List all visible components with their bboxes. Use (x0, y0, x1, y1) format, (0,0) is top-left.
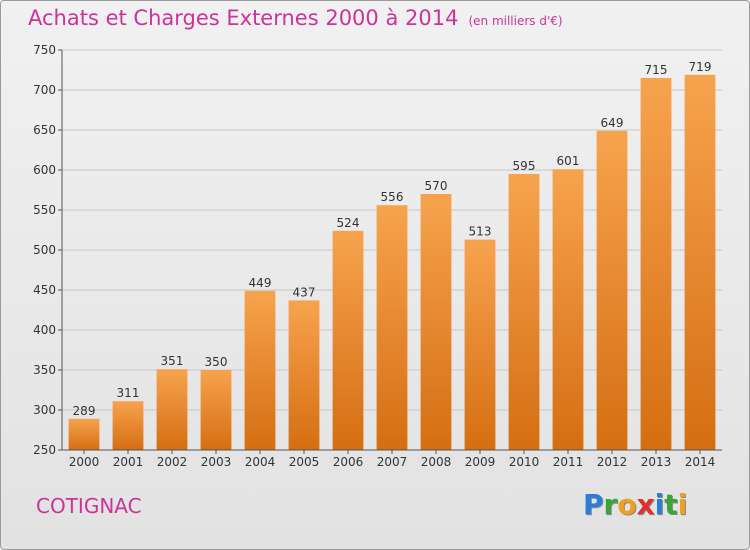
bar (464, 239, 496, 450)
bar (420, 194, 452, 450)
x-tick-label: 2002 (157, 455, 188, 469)
bar-value-label: 715 (645, 63, 668, 77)
bar (112, 401, 144, 450)
chart-unit: (en milliers d'€) (468, 14, 563, 28)
bar-value-label: 556 (381, 190, 404, 204)
x-tick-label: 2006 (333, 455, 364, 469)
bar-value-label: 524 (337, 216, 360, 230)
bar-value-label: 289 (73, 404, 96, 418)
bar-value-label: 437 (293, 285, 316, 299)
x-tick-label: 2004 (245, 455, 276, 469)
bar (596, 130, 628, 451)
x-tick-label: 2014 (685, 455, 716, 469)
bar-value-label: 513 (469, 225, 492, 239)
bar (156, 369, 188, 450)
x-tick-label: 2000 (69, 455, 100, 469)
y-tick-label: 400 (33, 323, 56, 337)
x-tick-label: 2010 (509, 455, 540, 469)
bar-value-label: 351 (161, 354, 184, 368)
bar-value-label: 311 (117, 386, 140, 400)
logo-letter: o (617, 488, 637, 521)
bar-value-label: 719 (689, 60, 712, 74)
bar (376, 205, 408, 450)
x-tick-label: 2003 (201, 455, 232, 469)
x-tick-label: 2007 (377, 455, 408, 469)
y-tick-label: 750 (33, 43, 56, 57)
x-tick-label: 2001 (113, 455, 144, 469)
logo-letter: x (636, 488, 655, 521)
x-tick-label: 2009 (465, 455, 496, 469)
bar-value-label: 595 (513, 159, 536, 173)
proxiti-logo[interactable]: Proxiti (583, 488, 687, 521)
x-tick-label: 2008 (421, 455, 452, 469)
y-tick-label: 650 (33, 123, 56, 137)
y-tick-label: 550 (33, 203, 56, 217)
y-tick-label: 250 (33, 443, 56, 457)
bar (288, 300, 320, 450)
x-tick-label: 2013 (641, 455, 672, 469)
y-tick-label: 350 (33, 363, 56, 377)
x-tick-label: 2005 (289, 455, 320, 469)
bar (640, 78, 672, 450)
y-tick-label: 700 (33, 83, 56, 97)
commune-name: COTIGNAC (36, 494, 142, 518)
chart-title: Achats et Charges Externes 2000 à 2014 (e… (28, 6, 563, 30)
logo-letter: r (603, 488, 618, 521)
bar (68, 418, 100, 450)
logo-letter: i (654, 488, 665, 521)
bar (244, 290, 276, 450)
bar (332, 230, 364, 450)
bar (684, 74, 716, 451)
y-tick-label: 300 (33, 403, 56, 417)
bar (552, 169, 584, 450)
y-tick-label: 600 (33, 163, 56, 177)
bar (508, 174, 540, 450)
bar-value-label: 649 (601, 116, 624, 130)
y-tick-label: 500 (33, 243, 56, 257)
bar-value-label: 570 (425, 179, 448, 193)
y-tick-label: 450 (33, 283, 56, 297)
bar-value-label: 601 (557, 154, 580, 168)
bar-value-label: 350 (205, 355, 228, 369)
x-tick-label: 2011 (553, 455, 584, 469)
logo-letter: i (677, 488, 688, 521)
bar-value-label: 449 (249, 276, 272, 290)
logo-letter: t (664, 488, 678, 521)
chart-title-text: Achats et Charges Externes 2000 à 2014 (28, 6, 459, 30)
bar (200, 370, 232, 450)
logo-letter: P (583, 488, 604, 521)
x-tick-label: 2012 (597, 455, 628, 469)
